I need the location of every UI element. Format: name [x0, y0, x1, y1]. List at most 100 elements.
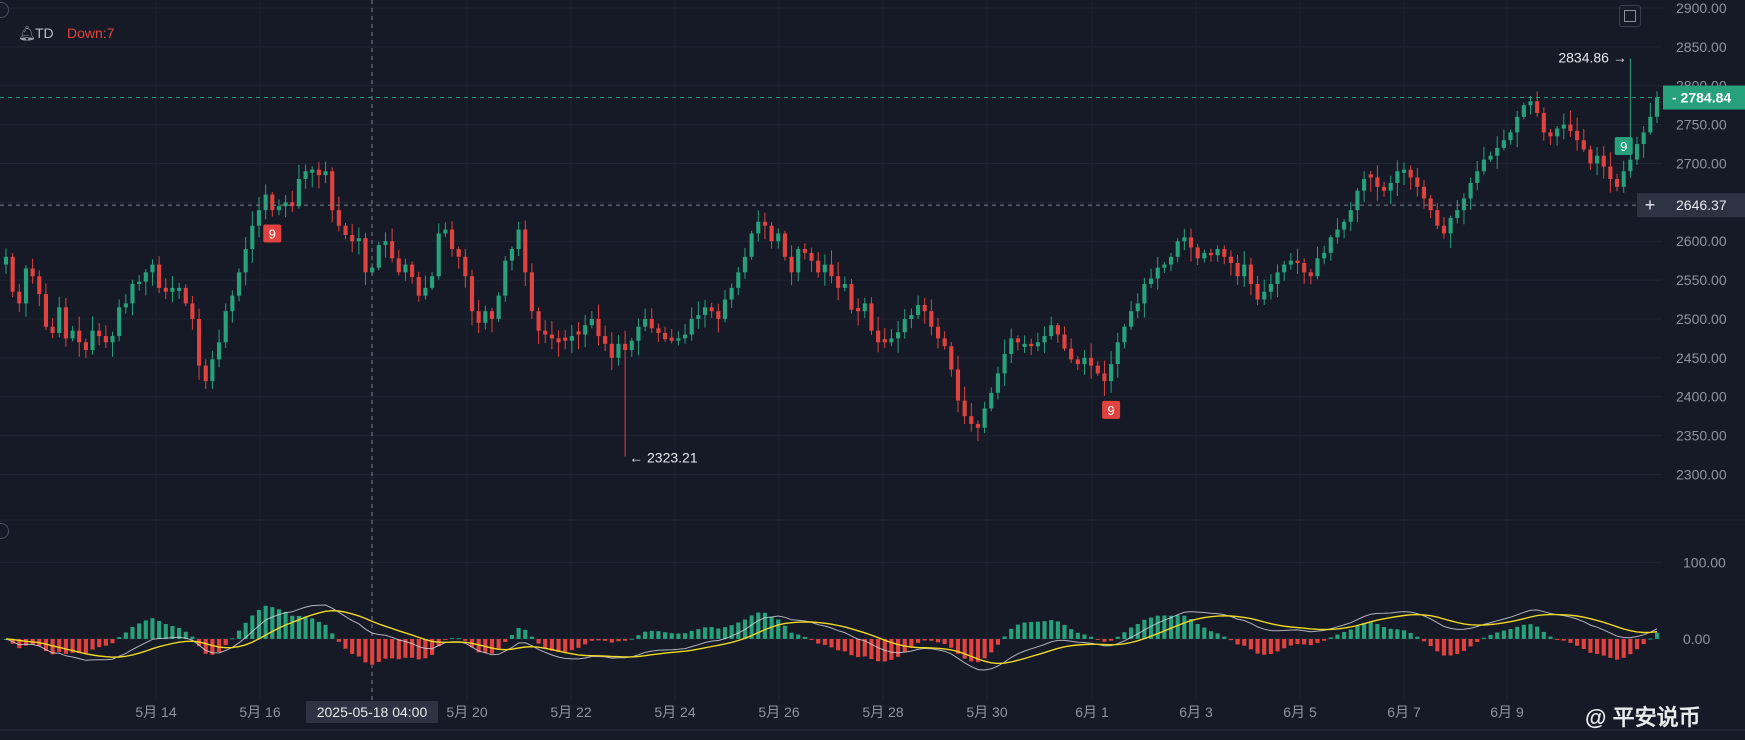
indicator-label: TD: [35, 25, 54, 41]
candle: [1142, 283, 1147, 304]
macd-bar: [449, 638, 455, 640]
macd-bar: [576, 638, 581, 648]
candle: [263, 194, 268, 211]
macd-bar: [822, 638, 827, 645]
macd-bar: [669, 633, 674, 639]
candle: [1228, 256, 1233, 263]
macd-bar: [1381, 627, 1387, 639]
candle: [316, 169, 321, 176]
macd-bar: [463, 638, 468, 641]
macd-bar: [942, 638, 947, 645]
fullscreen-icon[interactable]: [1619, 5, 1641, 27]
candle: [1288, 260, 1293, 265]
candle: [1581, 140, 1586, 150]
candle: [1208, 252, 1214, 256]
candle: [1122, 326, 1127, 343]
candles: [3, 58, 1660, 457]
candle: [1242, 264, 1247, 277]
candle: [516, 229, 521, 249]
candle: [1408, 169, 1413, 178]
macd-bar: [1082, 634, 1087, 639]
candle: [989, 392, 994, 409]
macd-bar: [935, 638, 941, 643]
candle: [756, 221, 761, 234]
macd-bar: [749, 615, 754, 639]
macd-bar: [796, 634, 801, 639]
macd-bar: [1368, 622, 1373, 639]
macd-bar: [1468, 638, 1473, 647]
macd-bar: [862, 638, 867, 657]
candle: [190, 303, 195, 319]
macd-bar: [43, 638, 49, 652]
macd-bar: [1029, 621, 1034, 639]
candle: [1102, 373, 1107, 382]
candle: [1548, 132, 1553, 137]
macd-bar: [1255, 638, 1260, 654]
candle: [1614, 179, 1620, 187]
candle: [170, 287, 175, 292]
td-buy-9: 9: [1107, 403, 1114, 418]
macd-bar: [1215, 633, 1220, 639]
candle: [1135, 303, 1140, 312]
candle: [583, 325, 588, 335]
macd-bar: [1355, 625, 1360, 639]
candle: [1342, 221, 1347, 230]
candle: [1248, 264, 1253, 284]
candle: [143, 272, 148, 282]
macd-bar: [1282, 638, 1287, 649]
candle: [1042, 336, 1047, 343]
macd-bar: [876, 638, 881, 662]
macd-bar: [663, 632, 668, 639]
candle: [443, 229, 448, 234]
candle: [476, 311, 481, 323]
price-tick-label: 2850.00: [1676, 39, 1727, 55]
last-price-tag: [1663, 85, 1745, 110]
candle: [177, 287, 182, 291]
candle: [90, 330, 95, 351]
macd-bar: [782, 625, 787, 639]
candle: [1428, 198, 1433, 211]
time-tick-label: 5月 20: [446, 704, 487, 720]
grid: [0, 7, 1662, 640]
candle: [1268, 283, 1273, 292]
time-axis: 5月 14 5月 16 2025-05-18 04:00 5月 20 5月 22 5月 2…: [135, 701, 1524, 723]
price-tick-label: 2550.00: [1676, 272, 1727, 288]
candle: [496, 295, 501, 319]
candle: [616, 343, 621, 358]
macd-bar: [143, 620, 148, 639]
td-sell-9: 9: [1620, 139, 1627, 154]
candle: [137, 281, 142, 284]
candle: [1109, 364, 1114, 382]
macd-bar: [443, 638, 448, 640]
candle: [97, 330, 102, 337]
macd-bar: [1495, 632, 1500, 639]
macd-bar: [216, 638, 222, 653]
time-tick-label: 6月 9: [1490, 704, 1524, 720]
candle: [1002, 353, 1007, 374]
candle: [1568, 124, 1573, 131]
macd-bar: [1455, 638, 1460, 654]
macd-bar: [476, 638, 481, 653]
candle: [669, 337, 674, 341]
macd-bar: [177, 627, 182, 639]
macd-bar: [1608, 638, 1613, 658]
candle: [1528, 101, 1533, 106]
candle: [1588, 149, 1593, 164]
candle: [250, 225, 255, 249]
candle: [1535, 101, 1540, 113]
candle: [509, 249, 515, 261]
candle: [336, 210, 341, 226]
candle: [782, 233, 787, 257]
macd-bar: [869, 638, 874, 659]
candle: [929, 311, 934, 327]
candle: [17, 291, 22, 304]
candle: [1115, 342, 1120, 365]
candle: [110, 336, 115, 343]
candle: [1009, 338, 1014, 354]
candle: [1062, 334, 1067, 349]
bell-icon[interactable]: 🔔︎: [18, 25, 36, 41]
macd-bar: [636, 635, 641, 639]
macd-bar: [117, 637, 122, 639]
candle: [1235, 262, 1240, 277]
